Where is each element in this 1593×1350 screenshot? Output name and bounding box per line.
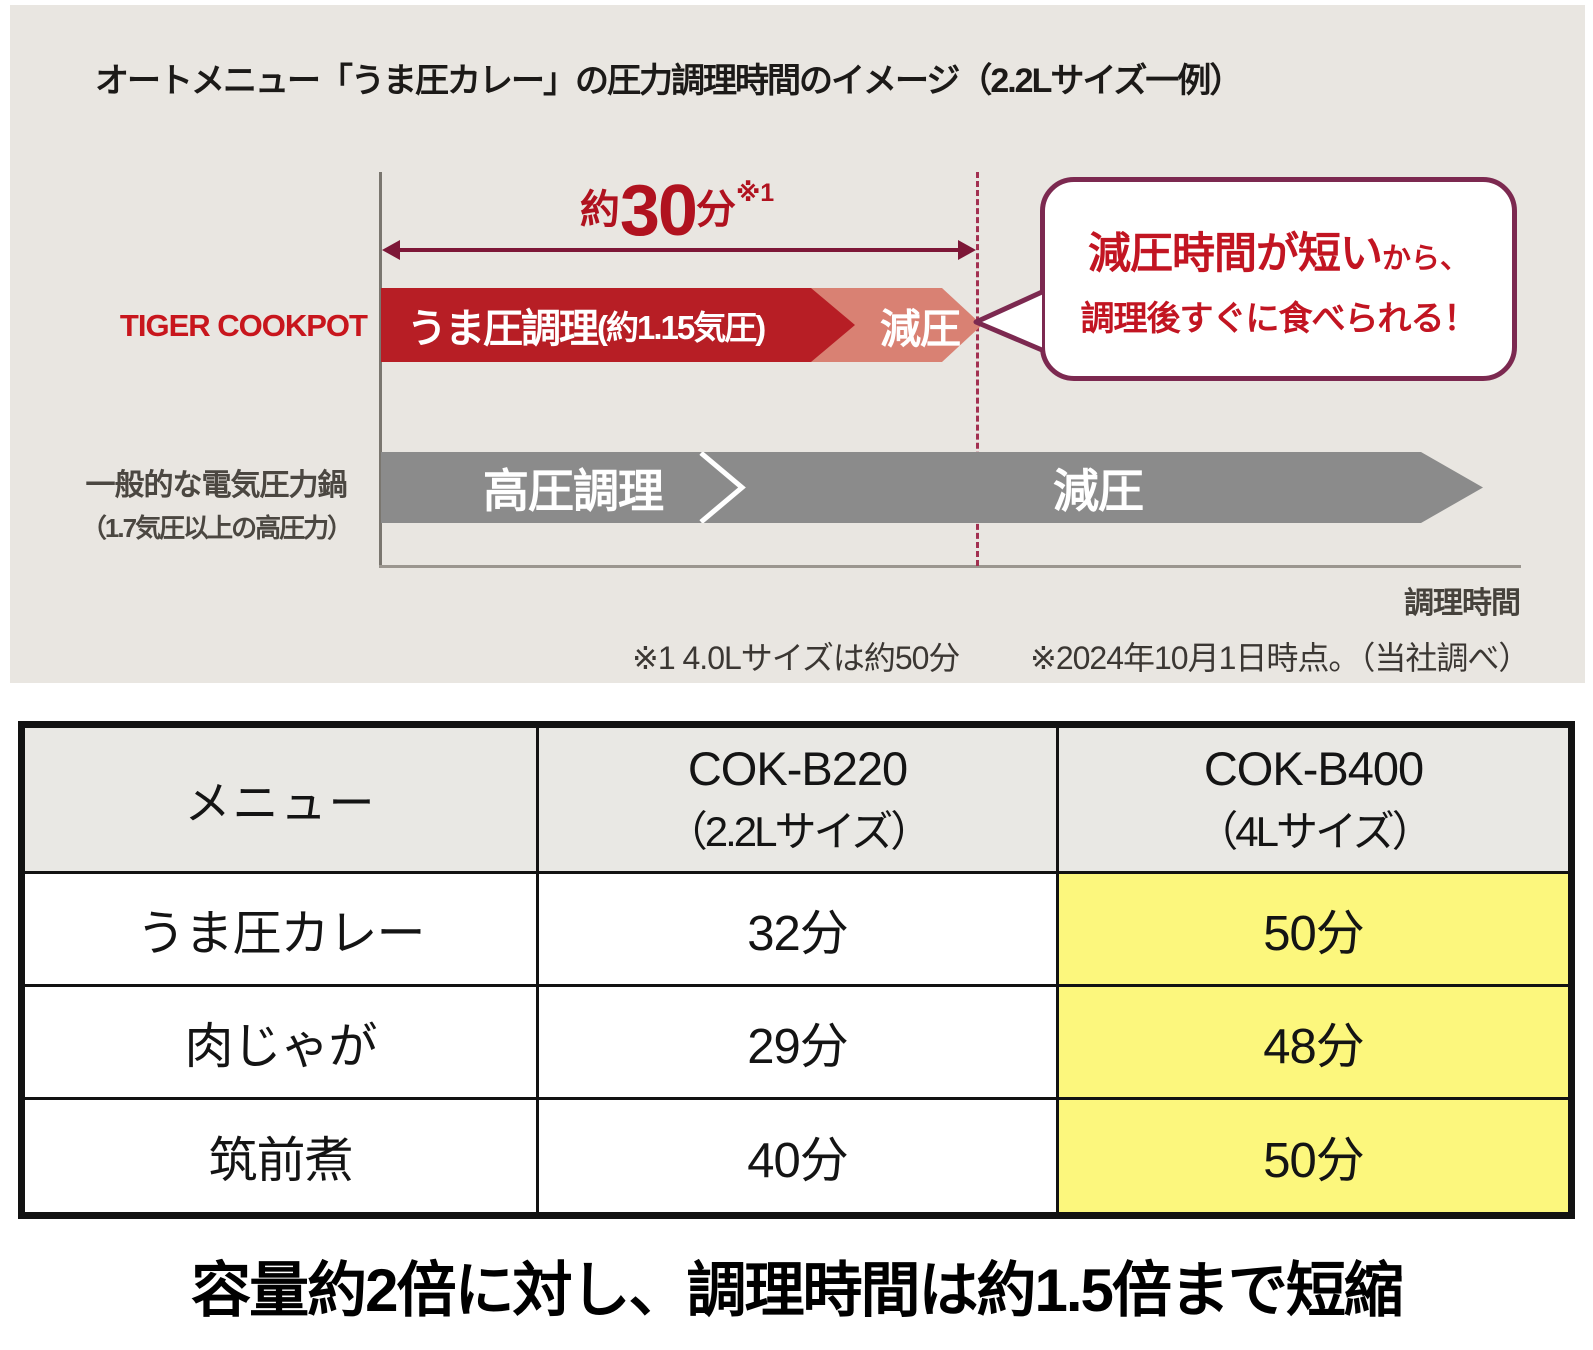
duration-unit: 分 bbox=[695, 188, 736, 232]
menu-column-title: メニュー bbox=[184, 776, 377, 829]
generic-release-label: 減圧 bbox=[1053, 464, 1144, 517]
segment-chevron-divider bbox=[699, 452, 746, 523]
cooking-time-table: メニュー COK-B220 （2.2Lサイズ） COK-B400 （4Lサイズ）… bbox=[18, 721, 1575, 1219]
callout-bubble-tail bbox=[973, 289, 1044, 353]
table-row-b400-time: 48分 bbox=[1059, 987, 1568, 1100]
table-row-menu: 肉じゃが bbox=[25, 987, 539, 1100]
duration-value: 30 bbox=[619, 171, 698, 251]
tiger-cook-pressure: (約1.15気圧) bbox=[597, 309, 766, 346]
model-b400-size: （4Lサイズ） bbox=[1196, 807, 1433, 855]
b220-time: 40分 bbox=[747, 1133, 849, 1188]
b400-time: 50分 bbox=[1263, 1133, 1365, 1188]
table-row-b220-time: 40分 bbox=[539, 1100, 1059, 1212]
tiger-cook-label: うま圧調理 bbox=[407, 307, 599, 351]
conclusion-text: 容量約2倍に対し、調理時間は約1.5倍まで短縮 bbox=[191, 1257, 1404, 1324]
model-b220: COK-B220 bbox=[687, 741, 908, 795]
callout-suffix: から、 bbox=[1381, 242, 1469, 275]
tiger-release-label: 減圧 bbox=[880, 306, 961, 352]
callout-line2: 調理後すぐに食べられる！ bbox=[1080, 299, 1478, 338]
tiger-release-arrow: 減圧 bbox=[800, 288, 982, 362]
duration-span-arrow bbox=[382, 240, 976, 260]
x-axis-caption: 調理時間 bbox=[1404, 587, 1521, 620]
footnote-date: ※2024年10月1日時点。（当社調べ） bbox=[1030, 640, 1530, 676]
table-row-b220-time: 29分 bbox=[539, 987, 1059, 1100]
table-row-b400-time: 50分 bbox=[1059, 874, 1568, 987]
generic-cook-label: 高圧調理 bbox=[483, 464, 664, 517]
y-axis-line bbox=[379, 172, 382, 568]
header-cell-cok-b220: COK-B220 （2.2Lサイズ） bbox=[539, 728, 1059, 874]
table-row-menu: うま圧カレー bbox=[25, 874, 539, 987]
model-b400: COK-B400 bbox=[1203, 741, 1424, 795]
footnote-size: ※1 4.0Lサイズは約50分 bbox=[632, 640, 960, 676]
b220-time: 29分 bbox=[747, 1019, 849, 1074]
header-cell-menu: メニュー bbox=[25, 728, 539, 874]
generic-cooker-label: 一般的な電気圧力鍋 （1.7気圧以上の高圧力） bbox=[58, 460, 374, 545]
b400-time: 48分 bbox=[1263, 1019, 1365, 1074]
model-b220-size: （2.2Lサイズ） bbox=[665, 807, 932, 855]
callout-line1: 減圧時間が短いから、 bbox=[1088, 219, 1469, 281]
table-row-menu: 筑前煮 bbox=[25, 1100, 539, 1212]
menu-name: うま圧カレー bbox=[136, 906, 425, 961]
table-row-b400-time: 50分 bbox=[1059, 1100, 1568, 1212]
header-cell-cok-b400: COK-B400 （4Lサイズ） bbox=[1059, 728, 1568, 874]
menu-name: 筑前煮 bbox=[208, 1133, 353, 1188]
b400-time: 50分 bbox=[1263, 906, 1365, 961]
time-marker-dashed-line bbox=[976, 172, 979, 566]
menu-name: 肉じゃが bbox=[184, 1019, 377, 1074]
tiger-cook-arrow: うま圧調理 (約1.15気圧) bbox=[381, 288, 855, 362]
generic-timeline-arrow: 高圧調理 減圧 bbox=[381, 452, 1483, 523]
callout-emphasis: 減圧時間が短い bbox=[1087, 229, 1383, 278]
duration-prefix: 約 bbox=[579, 188, 620, 232]
table-row-b220-time: 32分 bbox=[539, 874, 1059, 987]
x-axis-line bbox=[379, 565, 1521, 568]
duration-label: 約30分※1 bbox=[380, 170, 974, 252]
duration-footnote-ref: ※1 bbox=[735, 179, 775, 207]
generic-cooker-pressure: （1.7気圧以上の高圧力） bbox=[80, 513, 353, 543]
diagram-title: オートメニュー「うま圧カレー」の圧力調理時間のイメージ（2.2Lサイズ一例） bbox=[95, 62, 1243, 100]
b220-time: 32分 bbox=[747, 906, 849, 961]
tiger-cookpot-label: TIGER COOKPOT bbox=[119, 308, 368, 343]
callout-bubble: 減圧時間が短いから、 調理後すぐに食べられる！ bbox=[1040, 177, 1517, 381]
generic-cooker-name: 一般的な電気圧力鍋 bbox=[85, 469, 348, 502]
